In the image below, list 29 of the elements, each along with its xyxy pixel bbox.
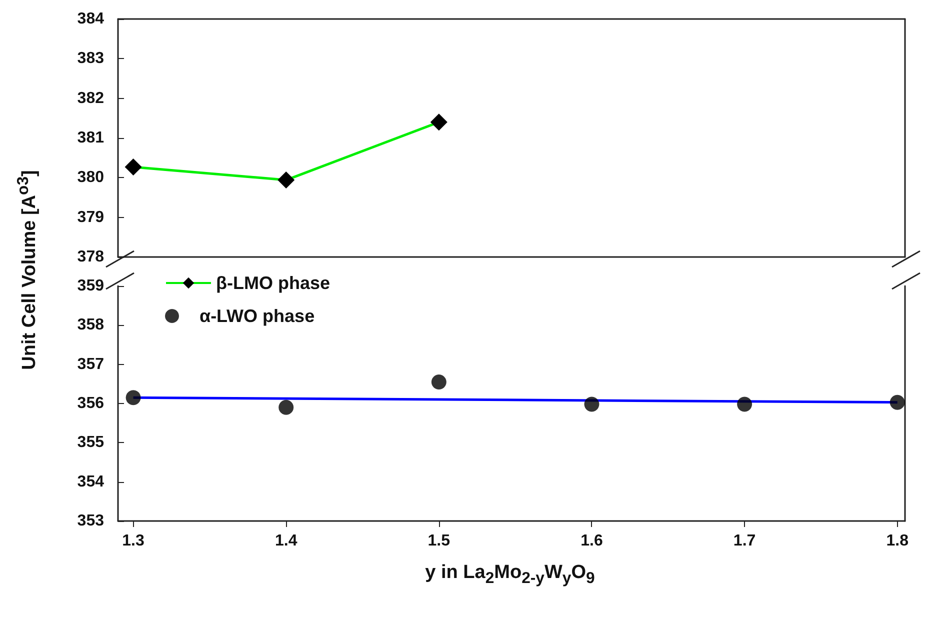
point <box>890 394 905 410</box>
x-axis-title: y in La$_{2}$Mo$_{2-y}$W$_{y}$O$_{9}$ <box>424 562 596 588</box>
y-tick-label: 384 <box>77 10 104 28</box>
point <box>126 390 141 406</box>
y-tick-label: 355 <box>77 434 104 452</box>
legend-label: β-LMO phase <box>216 273 330 293</box>
y-tick-label: 380 <box>77 169 104 186</box>
y-tick-label: 356 <box>77 395 104 412</box>
x-tick-label: 1.6 <box>580 532 603 550</box>
x-tick-label: 1.8 <box>886 532 909 550</box>
legend-label: α-LWO phase <box>200 306 315 326</box>
y-tick-label: 383 <box>77 50 104 68</box>
x-tick-label: 1.5 <box>428 532 450 550</box>
y-tick-label: 354 <box>77 473 104 490</box>
y-tick-label: 379 <box>77 208 104 226</box>
y-tick-label: 378 <box>77 248 104 266</box>
point <box>737 396 752 412</box>
point <box>584 396 600 412</box>
x-tick-label: 1.3 <box>122 532 144 550</box>
y-tick-label: 381 <box>77 130 104 146</box>
point <box>431 374 446 390</box>
y-tick-label: 358 <box>77 316 104 334</box>
y-tick-label: 353 <box>77 512 104 530</box>
y-tick-label: 359 <box>77 278 104 294</box>
y-tick-label: 357 <box>77 356 104 373</box>
x-tick-label: 1.4 <box>274 532 298 550</box>
y-tick-label: 382 <box>77 90 104 107</box>
x-tick-label: 1.7 <box>733 532 756 550</box>
point <box>278 400 294 415</box>
